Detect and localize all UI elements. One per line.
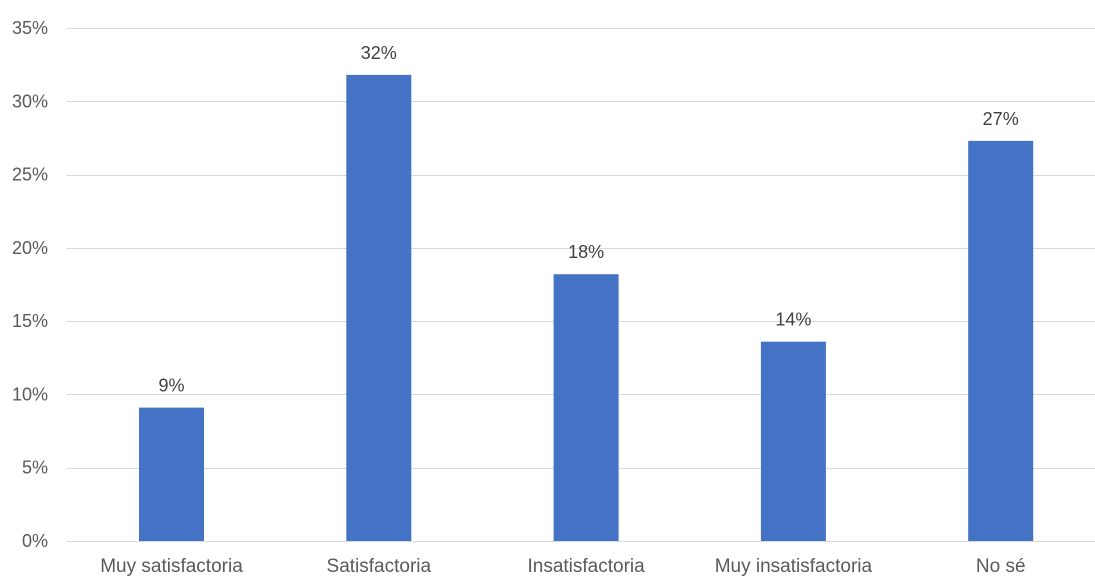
x-axis-categories: Muy satisfactoria Satisfactoria Insatisfac…	[100, 556, 1026, 577]
y-tick-label: 15%	[12, 311, 48, 331]
data-label: 27%	[983, 109, 1019, 129]
y-tick-label: 20%	[12, 238, 48, 258]
y-tick-label: 10%	[12, 384, 48, 404]
x-category-label: Muy satisfactoria	[100, 556, 243, 576]
bar	[346, 74, 412, 541]
data-label: 9%	[158, 376, 184, 396]
x-category-label: Insatisfactoria	[527, 556, 645, 576]
bar	[968, 140, 1034, 542]
bar	[760, 341, 826, 541]
data-label: 32%	[361, 43, 397, 63]
y-tick-label: 5%	[22, 458, 48, 478]
y-tick-label: 35%	[12, 18, 48, 38]
data-labels: 9% 32% 18% 14% 27%	[158, 43, 1018, 396]
x-category-label: Satisfactoria	[327, 556, 432, 576]
data-label: 18%	[568, 242, 604, 262]
x-category-label: Muy insatisfactoria	[715, 556, 873, 576]
bar	[139, 407, 204, 541]
y-tick-label: 0%	[22, 531, 48, 551]
x-category-label: No sé	[976, 556, 1026, 576]
data-label: 14%	[775, 310, 811, 330]
bars	[139, 74, 1034, 542]
y-tick-label: 25%	[12, 165, 48, 185]
y-tick-label: 30%	[12, 91, 48, 111]
y-axis-ticks: 0% 5% 10% 15% 20% 25% 30% 35%	[12, 18, 48, 551]
bar	[553, 274, 619, 541]
